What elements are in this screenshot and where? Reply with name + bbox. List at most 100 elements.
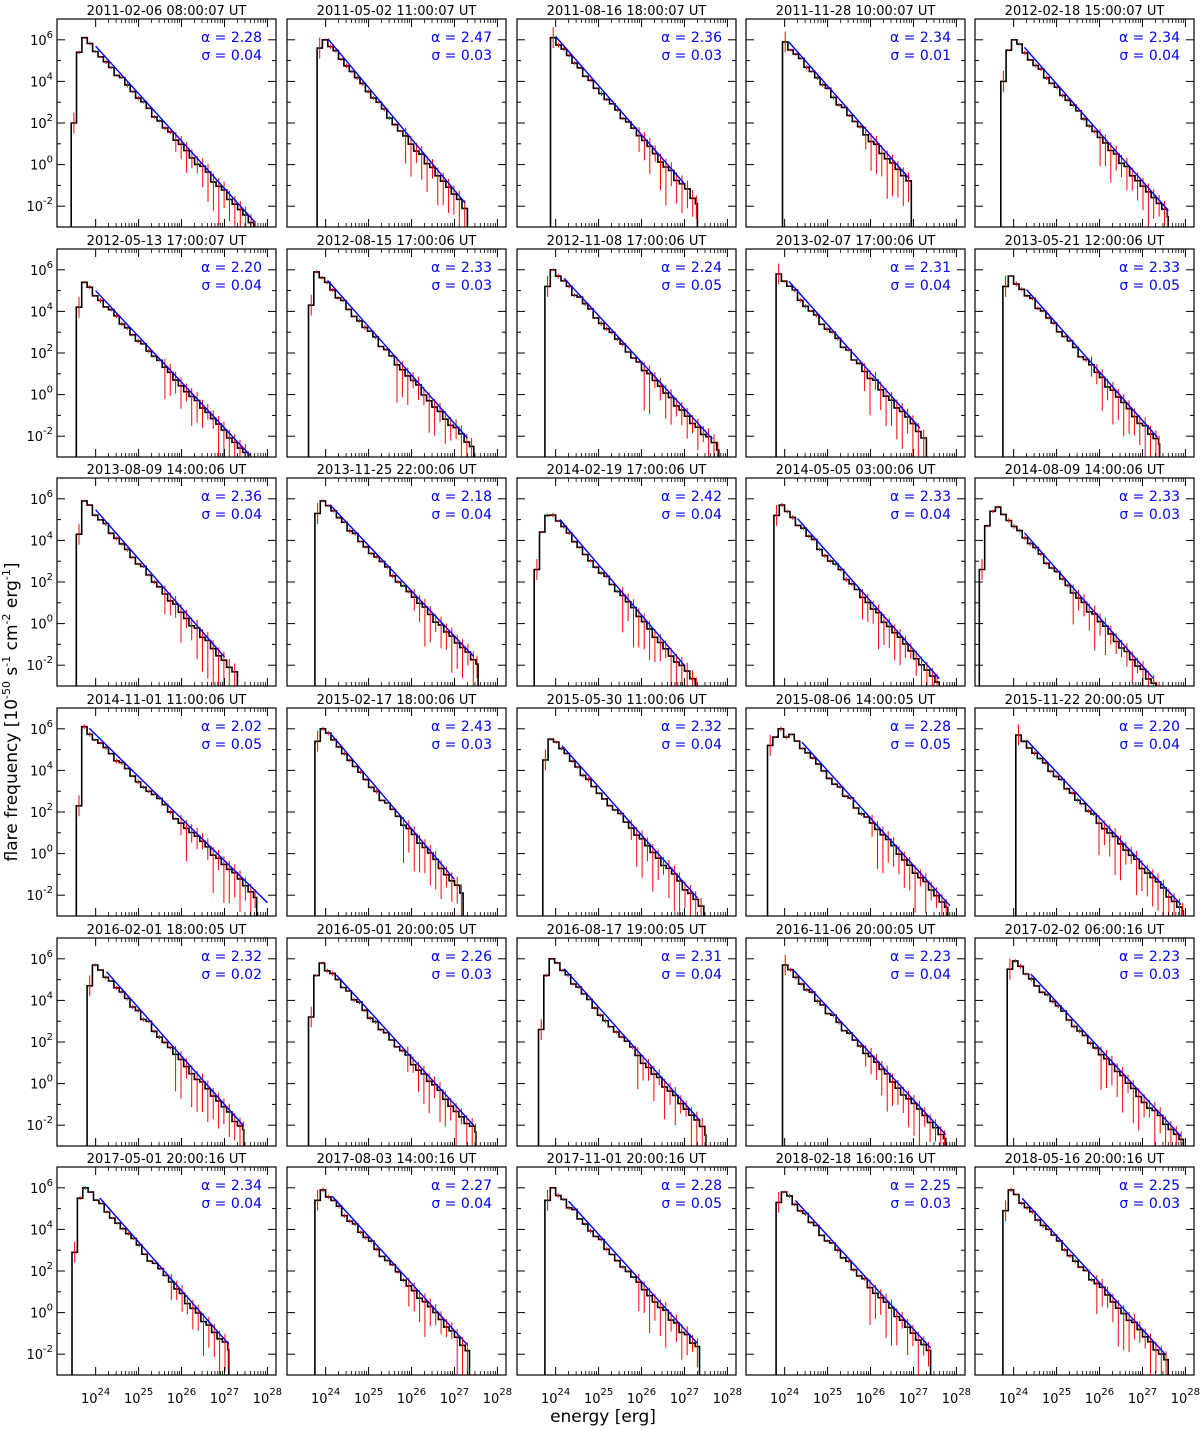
panel-grid: 2011-02-06 08:00:07 UT α = 2.28 σ = 0.04 10… xyxy=(26,4,1200,1407)
y-tick-label: 106 xyxy=(30,260,53,279)
sigma-label: σ = 0.05 xyxy=(1119,278,1180,294)
alpha-label: α = 2.25 xyxy=(890,1178,951,1194)
alpha-label: α = 2.02 xyxy=(201,719,262,735)
x-tick-label: 1025 xyxy=(1042,1387,1071,1407)
y-tick-label: 10-2 xyxy=(26,196,53,215)
fit-line xyxy=(329,732,456,880)
y-tick-label: 106 xyxy=(30,489,53,508)
y-tick-label: 104 xyxy=(30,1219,53,1238)
fit-line xyxy=(331,1195,468,1346)
ticks xyxy=(287,477,506,687)
sigma-label: σ = 0.03 xyxy=(431,967,492,983)
panel-title: 2012-11-08 17:00:06 UT xyxy=(547,234,707,249)
alpha-label: α = 2.43 xyxy=(431,719,492,735)
panel-18: 2015-05-30 11:00:06 UT α = 2.32 σ = 0.04 xyxy=(516,693,737,917)
ticks xyxy=(517,937,736,1147)
y-tick-label: 102 xyxy=(30,1261,53,1280)
panel-title: 2016-05-01 20:00:05 UT xyxy=(317,923,477,938)
y-tick-label: 102 xyxy=(30,802,53,821)
sigma-label: σ = 0.02 xyxy=(201,967,262,983)
sigma-label: σ = 0.03 xyxy=(661,48,722,64)
panel-title: 2017-08-03 14:00:16 UT xyxy=(317,1152,477,1167)
panel-9: 2013-02-07 17:00:06 UT α = 2.31 σ = 0.04 xyxy=(745,234,966,458)
error-bars xyxy=(1009,958,1182,1146)
histogram xyxy=(314,500,479,686)
fit-line xyxy=(555,36,686,185)
ticks xyxy=(57,18,276,228)
ticks xyxy=(57,937,276,1147)
fit-line xyxy=(1025,289,1159,438)
alpha-label: α = 2.33 xyxy=(1119,260,1180,276)
y-tick-label: 102 xyxy=(30,572,53,591)
ticks xyxy=(746,707,965,917)
alpha-label: α = 2.32 xyxy=(661,719,722,735)
x-tick-label: 1028 xyxy=(253,1387,282,1407)
panel-title: 2012-02-18 15:00:07 UT xyxy=(1005,4,1165,19)
alpha-label: α = 2.34 xyxy=(890,30,951,46)
alpha-label: α = 2.33 xyxy=(890,489,951,505)
x-tick-label: 1025 xyxy=(584,1387,613,1407)
error-bars xyxy=(74,1185,229,1375)
ticks xyxy=(746,18,965,228)
plot-area xyxy=(307,270,475,457)
panel-title: 2014-08-09 14:00:06 UT xyxy=(1005,463,1165,478)
alpha-label: α = 2.23 xyxy=(890,949,951,965)
x-tick-label: 1027 xyxy=(670,1387,699,1407)
x-tick-label: 1025 xyxy=(124,1387,153,1407)
histogram xyxy=(307,271,475,457)
x-tick-label: 1024 xyxy=(999,1387,1028,1407)
panel-30: 2018-05-16 20:00:16 UT α = 2.25 σ = 0.03 10… xyxy=(974,1152,1200,1407)
ticks xyxy=(287,707,506,917)
panel-title: 2014-11-01 11:00:06 UT xyxy=(87,693,247,708)
alpha-label: α = 2.23 xyxy=(1119,949,1180,965)
panel-title: 2012-08-15 17:00:06 UT xyxy=(317,234,477,249)
ticks xyxy=(975,707,1194,917)
plot-area xyxy=(775,1190,932,1375)
fit-line xyxy=(95,45,256,223)
error-bars xyxy=(1005,1187,1167,1375)
alpha-label: α = 2.33 xyxy=(431,260,492,276)
sigma-label: σ = 0.04 xyxy=(201,278,262,294)
sigma-label: σ = 0.04 xyxy=(1119,737,1180,753)
panel-24: 2016-11-06 20:00:05 UT α = 2.23 σ = 0.04 xyxy=(745,923,966,1147)
panel-title: 2017-05-01 20:00:16 UT xyxy=(87,1152,247,1167)
panel-title: 2011-08-16 18:00:07 UT xyxy=(547,4,707,19)
fit-line xyxy=(788,280,921,429)
alpha-label: α = 2.47 xyxy=(431,30,492,46)
y-tick-label: 104 xyxy=(30,71,53,90)
fit-line xyxy=(561,745,698,899)
histogram xyxy=(781,964,947,1146)
error-bars xyxy=(540,957,706,1146)
histogram xyxy=(70,36,258,227)
error-bars xyxy=(317,1187,468,1375)
plot-area xyxy=(1015,724,1185,916)
y-tick-label: 100 xyxy=(30,1303,53,1322)
y-tick-label: 100 xyxy=(30,614,53,633)
panel-8: 2012-11-08 17:00:06 UT α = 2.24 σ = 0.05 xyxy=(516,234,737,458)
error-bars xyxy=(310,270,473,457)
panel-title: 2015-05-30 11:00:06 UT xyxy=(547,693,707,708)
error-bars xyxy=(784,31,910,207)
panel-title: 2013-11-25 22:00:06 UT xyxy=(317,463,477,478)
fit-line xyxy=(794,1200,932,1349)
x-tick-label: 1028 xyxy=(483,1387,512,1407)
error-bars xyxy=(1005,275,1160,457)
y-tick-label: 10-2 xyxy=(26,885,53,904)
ticks xyxy=(287,248,506,458)
plot-area xyxy=(537,957,707,1146)
y-tick-label: 106 xyxy=(30,1178,53,1197)
sigma-label: σ = 0.04 xyxy=(890,507,951,523)
y-tick-label: 104 xyxy=(30,760,53,779)
y-tick-label: 104 xyxy=(30,530,53,549)
x-tick-label: 1028 xyxy=(1171,1387,1200,1407)
alpha-label: α = 2.26 xyxy=(431,949,492,965)
sigma-label: σ = 0.05 xyxy=(890,737,951,753)
panel-12: 2013-11-25 22:00:06 UT α = 2.18 σ = 0.04 xyxy=(286,463,507,687)
x-tick-label: 1026 xyxy=(167,1387,196,1407)
fit-line xyxy=(796,518,940,680)
panel-title: 2013-08-09 14:00:06 UT xyxy=(87,463,247,478)
sigma-label: σ = 0.04 xyxy=(661,507,722,523)
ticks xyxy=(517,707,736,917)
y-tick-label: 100 xyxy=(30,844,53,863)
sigma-label: σ = 0.04 xyxy=(201,1196,262,1212)
